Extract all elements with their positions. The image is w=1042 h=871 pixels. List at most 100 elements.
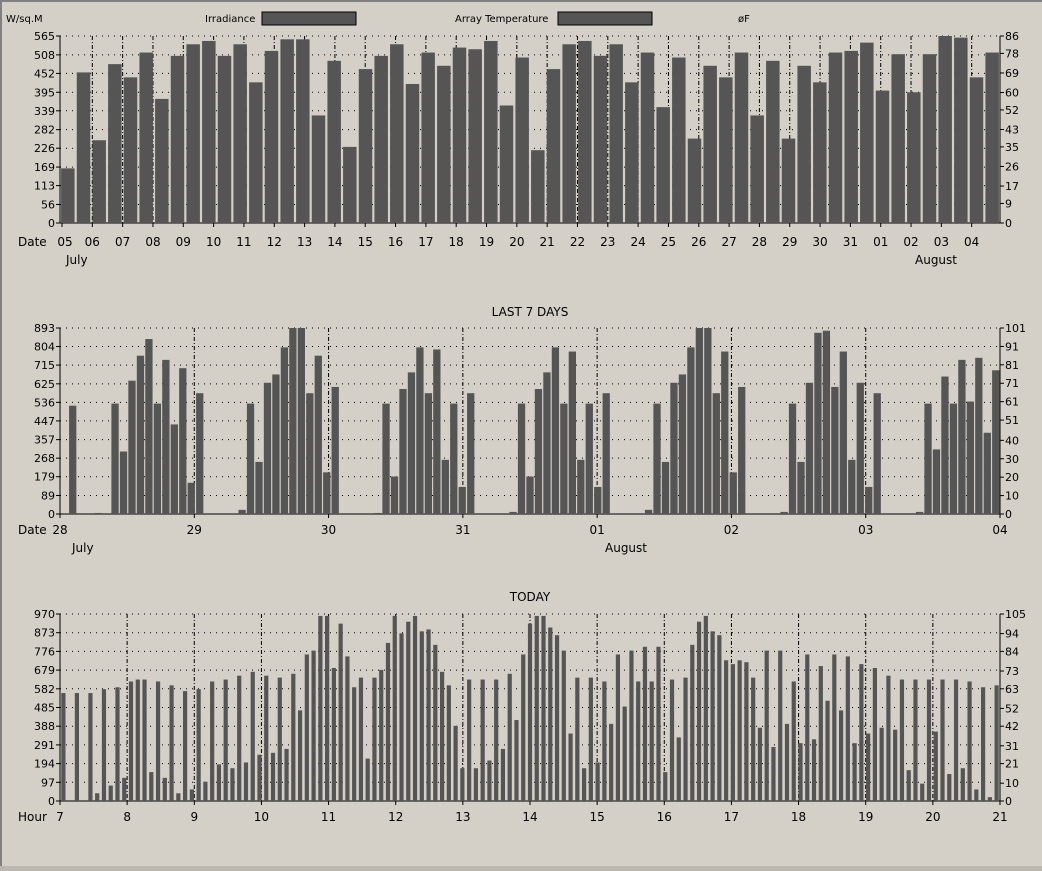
chart2-bar (958, 359, 966, 514)
chart3-bar (155, 681, 161, 801)
chart2-bar (390, 476, 399, 514)
chart1-x-axis-label: Date (18, 235, 47, 249)
chart3-bar (325, 615, 330, 801)
chart1-y2-tick-label: 17 (1005, 180, 1019, 193)
chart3-bar (554, 635, 560, 801)
chart3-bar (541, 615, 546, 801)
charts-layer: 0561131692262823393954525085650917263543… (18, 30, 1026, 824)
chart3-bar (893, 729, 898, 801)
chart1-bar (531, 150, 545, 223)
chart3-bar (101, 689, 107, 801)
chart3-bar (744, 662, 749, 801)
chart3-x-tick-label: 10 (254, 810, 269, 824)
chart3-bar (95, 793, 100, 801)
chart2-bar (424, 393, 433, 514)
chart3-bar (784, 723, 790, 801)
chart2-bar (162, 359, 170, 514)
chart1-y2-tick-label: 35 (1005, 141, 1019, 154)
chart3-x-tick-label: 9 (190, 810, 198, 824)
chart1-x-tick-label: 19 (479, 235, 494, 249)
chart2-bar (602, 393, 610, 514)
chart3-bar (940, 679, 945, 801)
chart3-y2-tick-label: 84 (1005, 645, 1019, 658)
chart2-y2-tick-label: 10 (1005, 490, 1019, 503)
chart3-bar (210, 681, 215, 801)
chart2-x-tick-label: 28 (52, 523, 67, 537)
chart1-x-tick-label: 21 (540, 235, 555, 249)
chart3-bar (115, 687, 120, 801)
chart1-bar (343, 146, 357, 223)
chart3-bar (453, 725, 458, 801)
chart2-y-tick-label: 447 (34, 415, 55, 428)
chart1-bar (358, 69, 373, 223)
chart3-bar (845, 656, 850, 801)
chart3-bar (717, 635, 722, 801)
chart2-bar (865, 486, 873, 514)
left-unit-label: W/sq.M (6, 14, 43, 25)
chart3-bar (859, 664, 864, 801)
chart3-bar (338, 623, 343, 801)
chart2-bar (721, 351, 729, 514)
chart3-y2-tick-label: 21 (1005, 758, 1019, 771)
chart1-bar (217, 55, 232, 224)
chart3-bar (189, 789, 194, 801)
chart1-bar (656, 107, 670, 223)
chart3-bar (967, 681, 972, 801)
chart3-y-tick-label: 0 (48, 795, 55, 808)
chart3-bar (162, 777, 167, 801)
chart3-bar (629, 650, 634, 801)
chart3-bar (656, 646, 661, 801)
chart1-x-tick-label: 02 (903, 235, 918, 249)
chart1-bar (938, 36, 952, 223)
chart2-bar (788, 403, 797, 514)
chart3-bar (798, 743, 803, 801)
chart3-x-tick-label: 12 (388, 810, 403, 824)
chart2-bar (297, 328, 305, 514)
chart3-bar (561, 650, 566, 801)
chart1-y-tick-label: 452 (34, 67, 55, 80)
chart3-bar (318, 615, 323, 801)
chart1-bar (108, 64, 122, 223)
chart2-bar (924, 403, 932, 514)
chart3-bar (818, 666, 823, 801)
chart3-y-tick-label: 485 (34, 702, 55, 715)
chart3-x-tick-label: 8 (123, 810, 131, 824)
chart2-bar (831, 386, 839, 514)
chart1-bar (922, 54, 937, 224)
chart1-bar (76, 72, 91, 224)
chart3-bar (676, 737, 681, 801)
chart2-bar (136, 355, 145, 514)
chart2-y-tick-label: 715 (34, 359, 55, 372)
chart3-x-tick-label: 15 (590, 810, 605, 824)
chart3-y2-tick-label: 42 (1005, 720, 1019, 733)
chart1-y-tick-label: 169 (34, 161, 55, 174)
chart2-bar (822, 330, 831, 514)
chart1-x-tick-label: 09 (176, 235, 191, 249)
chart2-bar (695, 328, 704, 514)
chart2-y2-tick-label: 61 (1005, 396, 1019, 409)
chart3-bar (88, 693, 93, 801)
chart1-bar (202, 40, 216, 224)
chart3-bar (291, 673, 296, 801)
chart3-bar (365, 758, 370, 801)
chart1-x-tick-label: 22 (570, 235, 585, 249)
chart3-bar (264, 675, 269, 801)
chart1-y2-tick-label: 9 (1005, 197, 1012, 210)
chart2-x-tick-label: 29 (187, 523, 202, 537)
chart3-x-tick-label: 7 (56, 810, 64, 824)
chart3-x-tick-label: 13 (455, 810, 470, 824)
chart2-bar (145, 339, 153, 514)
chart2-bar (255, 461, 263, 514)
chart3-y-tick-label: 873 (34, 627, 55, 640)
chart3-bar (622, 706, 627, 801)
chart1-bar (484, 40, 498, 224)
chart1-x-tick-label: 31 (843, 235, 858, 249)
chart1-y-tick-label: 113 (34, 180, 55, 193)
chart3-bar (419, 631, 424, 801)
chart2-y-tick-label: 179 (34, 471, 55, 484)
chart2-bar (289, 328, 297, 514)
chart3-bar (751, 677, 756, 801)
chart3-bar (920, 783, 925, 801)
chart2-bar (458, 486, 466, 514)
chart3-bar (250, 671, 255, 801)
